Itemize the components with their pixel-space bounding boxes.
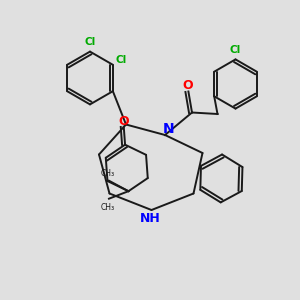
Text: N: N <box>163 122 174 136</box>
Text: NH: NH <box>140 212 160 225</box>
Text: O: O <box>182 79 193 92</box>
Text: Cl: Cl <box>116 55 127 65</box>
Text: O: O <box>118 115 129 128</box>
Text: CH₃: CH₃ <box>100 203 115 212</box>
Text: CH₃: CH₃ <box>100 169 115 178</box>
Text: Cl: Cl <box>230 45 241 55</box>
Text: Cl: Cl <box>84 37 96 47</box>
